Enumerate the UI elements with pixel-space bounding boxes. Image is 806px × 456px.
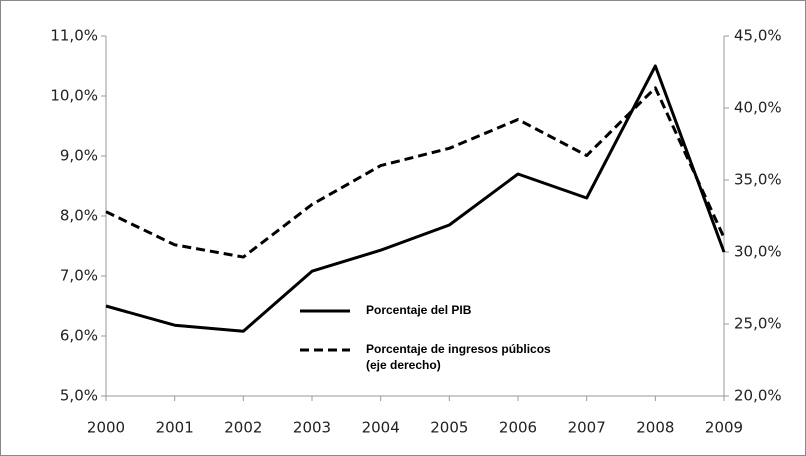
y-tick-label: 7,0% — [60, 267, 98, 285]
y2-tick-label: 35,0% — [734, 171, 782, 189]
y2-tick-label: 40,0% — [734, 99, 782, 117]
x-tick-label: 2009 — [705, 419, 743, 437]
x-tick-label: 2002 — [224, 419, 262, 437]
y-tick-label: 10,0% — [50, 87, 98, 105]
x-tick-label: 2005 — [430, 419, 468, 437]
x-tick-label: 2003 — [293, 419, 331, 437]
x-tick-label: 2008 — [636, 419, 674, 437]
legend-label: Porcentaje de ingresos públicos (eje dere… — [366, 342, 551, 372]
y-tick-label: 6,0% — [60, 327, 98, 345]
y-tick-label: 5,0% — [60, 387, 98, 405]
x-tick-label: 2007 — [568, 419, 606, 437]
y2-tick-label: 20,0% — [734, 387, 782, 405]
series-line — [105, 86, 726, 259]
y-tick-label: 8,0% — [60, 207, 98, 225]
y2-tick-label: 30,0% — [734, 243, 782, 261]
x-tick-label: 2004 — [362, 419, 400, 437]
series-line — [105, 64, 726, 333]
y2-tick-label: 25,0% — [734, 315, 782, 333]
x-tick-label: 2000 — [87, 419, 125, 437]
legend-label: Porcentaje del PIB — [366, 303, 472, 317]
y-tick-label: 11,0% — [50, 27, 98, 45]
x-tick-label: 2006 — [499, 419, 537, 437]
x-tick-label: 2001 — [156, 419, 194, 437]
y-tick-label: 9,0% — [60, 147, 98, 165]
y2-tick-label: 45,0% — [734, 27, 782, 45]
